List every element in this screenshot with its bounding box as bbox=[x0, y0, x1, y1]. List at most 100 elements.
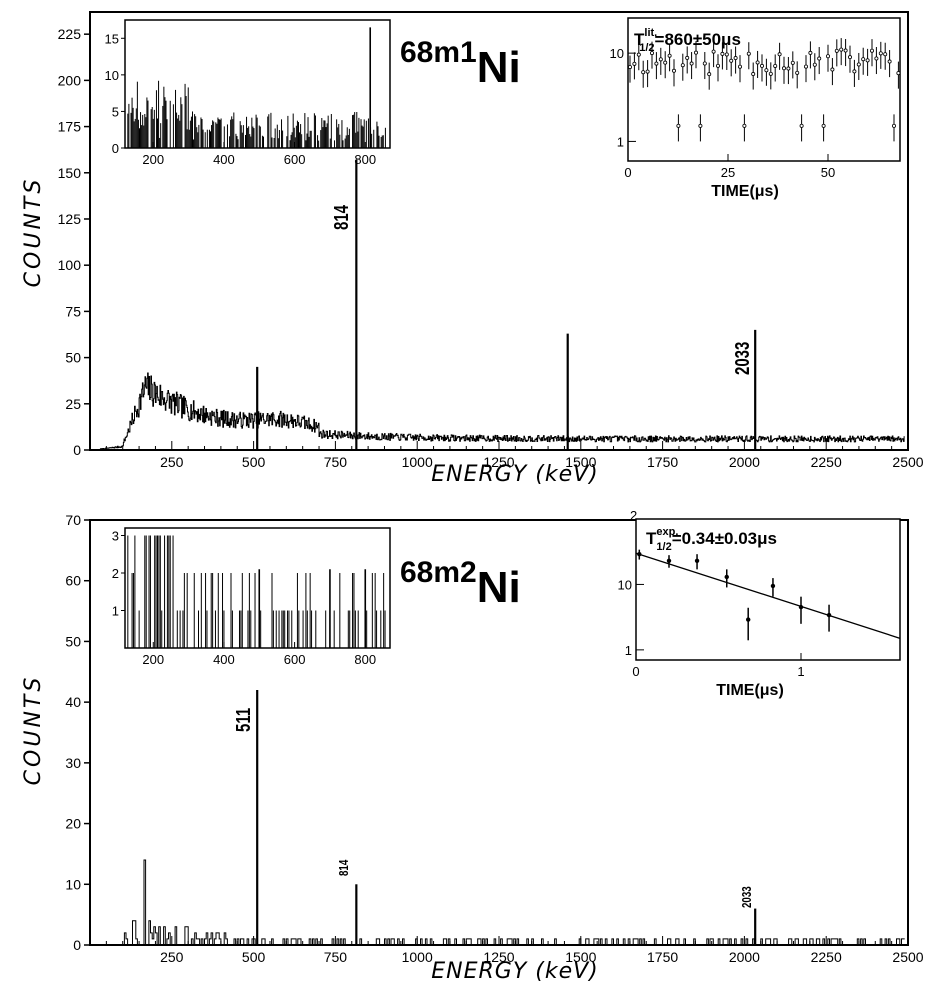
top-decay-point bbox=[848, 55, 853, 60]
bot-inset-spec-xtick-label: 200 bbox=[142, 652, 164, 667]
top-inset-decay-xtick-label: 0 bbox=[624, 165, 631, 180]
bot-inset-decay-ytick-label: 1 bbox=[625, 643, 632, 658]
top-decay-point bbox=[628, 65, 633, 70]
top-xtick-label: 500 bbox=[242, 454, 266, 470]
bottom-inset-decay-xlabel: TIME(μs) bbox=[716, 682, 784, 699]
top-decay-point bbox=[834, 48, 839, 53]
top-inset-spec-xtick-label: 400 bbox=[213, 152, 235, 167]
bottom-peak-label-814: 814 bbox=[338, 859, 352, 876]
top-ytick-label: 150 bbox=[58, 165, 82, 181]
top-decay-point bbox=[654, 61, 659, 66]
top-inset-decay-axes: 1 10 0 25 50 bbox=[610, 46, 836, 180]
top-decay-point bbox=[887, 59, 892, 64]
top-halflife-T: T bbox=[634, 30, 645, 49]
top-inset-spec-xtick-label: 800 bbox=[354, 152, 376, 167]
bottom-y-axis-label: COUNTS bbox=[21, 675, 46, 786]
top-decay-point bbox=[777, 52, 782, 57]
bot-decay-fit-line bbox=[635, 552, 901, 639]
top-decay-point bbox=[760, 63, 765, 68]
top-decay-point bbox=[733, 56, 738, 61]
top-decay-point bbox=[720, 51, 725, 56]
top-decay-point bbox=[812, 62, 817, 67]
top-ytick-label: 225 bbox=[58, 26, 82, 42]
bottom-peak-label-511: 511 bbox=[232, 708, 255, 732]
top-x-axis: 250 500 750 1000 1250 1500 1750 2000 2250 2500 bbox=[89, 441, 924, 470]
bottom-spectrum bbox=[99, 690, 905, 946]
top-xtick-label: 2250 bbox=[811, 454, 842, 470]
top-xtick-label: 250 bbox=[160, 454, 184, 470]
bottom-halflife-sup: exp. bbox=[656, 526, 678, 538]
top-decay-point bbox=[843, 48, 848, 53]
top-decay-point bbox=[764, 68, 769, 73]
top-decay-point bbox=[680, 63, 685, 68]
top-decay-point bbox=[716, 63, 721, 68]
top-decay-point bbox=[878, 51, 883, 56]
top-peak-label-2033: 2033 bbox=[731, 342, 754, 375]
bot-inset-decay-xtick-label: 0 bbox=[632, 664, 639, 679]
top-decay-point bbox=[650, 51, 655, 56]
bot-ytick-label: 50 bbox=[65, 633, 81, 649]
bot-xtick-label: 250 bbox=[160, 949, 184, 965]
bottom-y-axis: 0 10 20 30 40 50 60 70 bbox=[65, 512, 90, 953]
top-decay-point bbox=[729, 58, 734, 63]
top-decay-point bbox=[724, 52, 729, 57]
top-inset-decay-ytick-label: 1 bbox=[617, 134, 624, 149]
top-inset-spec-ytick-label: 15 bbox=[105, 31, 119, 46]
top-decay-point bbox=[874, 56, 879, 61]
top-decay-point bbox=[790, 60, 795, 65]
top-decay-point bbox=[667, 53, 672, 58]
top-inset-decay: 1 10 0 25 50 Tlit. 1/2=860±50μs TIME(μs) bbox=[610, 17, 901, 200]
top-decay-point bbox=[658, 57, 663, 62]
bot-decay-point bbox=[694, 558, 700, 563]
top-decay-point bbox=[852, 69, 857, 74]
top-xtick-label: 1500 bbox=[565, 454, 596, 470]
bottom-halflife-sub: 1/2 bbox=[656, 541, 671, 553]
bot-xtick-label: 2500 bbox=[892, 949, 923, 965]
top-ytick-label: 0 bbox=[73, 442, 81, 458]
top-decay-point bbox=[641, 70, 646, 75]
top-ytick-label: 100 bbox=[58, 257, 82, 273]
bottom-x-axis-label: ENERGY (keV) bbox=[431, 959, 599, 984]
bot-spectrum-trace bbox=[99, 859, 905, 946]
top-decay-point bbox=[804, 64, 809, 69]
bot-inset-spec-xtick-label: 600 bbox=[284, 652, 306, 667]
top-inset-decay-points bbox=[628, 38, 901, 142]
top-xtick-label: 2500 bbox=[892, 454, 923, 470]
top-decay-point bbox=[632, 61, 637, 66]
top-x-axis-label: ENERGY (keV) bbox=[431, 462, 599, 487]
top-decay-point bbox=[786, 66, 791, 71]
bottom-inset-decay-frame bbox=[635, 518, 901, 661]
top-spectrum-trace bbox=[99, 372, 905, 450]
top-isotope-label: 68m1Ni bbox=[400, 36, 521, 92]
bot-ytick-label: 20 bbox=[65, 816, 81, 832]
top-decay-point bbox=[795, 70, 800, 75]
top-decay-point bbox=[707, 72, 712, 77]
bot-decay-point bbox=[724, 574, 729, 580]
top-halflife-sub: 1/2 bbox=[639, 42, 654, 54]
top-ytick-label: 50 bbox=[65, 350, 81, 366]
bottom-inset-spectrum-bars bbox=[127, 535, 386, 648]
bot-ytick-label: 0 bbox=[73, 937, 81, 953]
bottom-isotope-label: 68m2Ni bbox=[400, 556, 521, 612]
bottom-x-axis: 250 500 750 1000 1250 1500 1750 2000 2250 2500 bbox=[89, 936, 924, 965]
top-ytick-label: 25 bbox=[65, 396, 81, 412]
top-decay-point bbox=[689, 61, 694, 66]
bot-ytick-label: 40 bbox=[65, 694, 81, 710]
top-decay-point bbox=[636, 52, 641, 57]
top-inset-decay-title: Tlit. 1/2=860±50μs bbox=[634, 27, 741, 54]
bot-xtick-label: 2250 bbox=[811, 949, 842, 965]
top-decay-point bbox=[782, 66, 787, 71]
top-inset-decay-xtick-label: 50 bbox=[821, 165, 835, 180]
bot-inset-spec-xtick-label: 400 bbox=[213, 652, 235, 667]
top-inset-decay-ytick-label: 10 bbox=[610, 46, 624, 61]
bot-inset-spec-ytick-label: 2 bbox=[112, 566, 119, 581]
top-decay-point bbox=[808, 50, 813, 55]
top-inset-spec-ytick-label: 10 bbox=[105, 68, 119, 83]
bot-ytick-label: 30 bbox=[65, 755, 81, 771]
top-decay-point bbox=[817, 56, 822, 61]
top-halflife-value: =860±50μs bbox=[655, 30, 741, 49]
bottom-halflife-T: T bbox=[646, 529, 657, 548]
top-decay-point bbox=[830, 67, 835, 72]
top-decay-point bbox=[702, 61, 707, 66]
